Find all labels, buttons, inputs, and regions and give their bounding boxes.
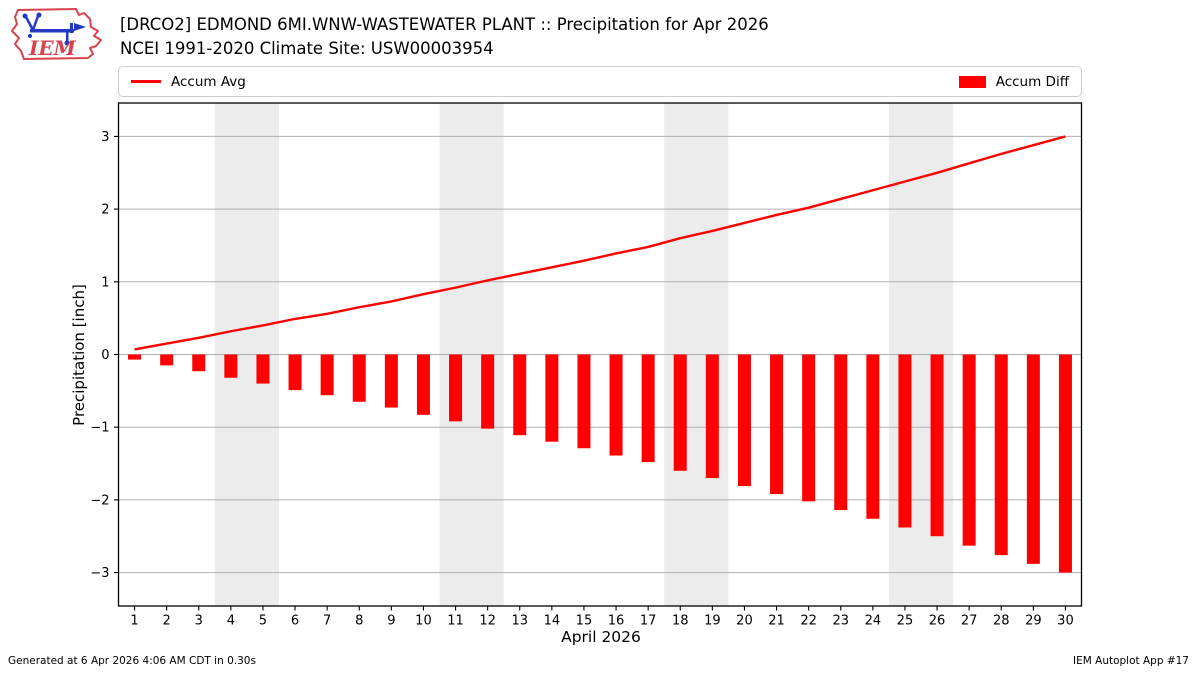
y-tick-label: −1 (90, 421, 109, 436)
x-tick-label: 19 (704, 614, 721, 629)
accum-diff-bar (256, 354, 270, 384)
x-tick-label: 14 (544, 614, 561, 629)
x-tick-label: 10 (415, 614, 432, 629)
x-tick-label: 4 (227, 614, 235, 629)
accum-diff-bar (481, 354, 495, 429)
page-title: [DRCO2] EDMOND 6MI.WNW-WASTEWATER PLANT … (120, 15, 769, 34)
x-tick-label: 24 (865, 614, 882, 629)
app-credit: IEM Autoplot App #17 (1073, 655, 1189, 667)
accum-diff-patch-swatch-icon (958, 75, 986, 88)
y-tick-label: 2 (101, 203, 109, 218)
accum-diff-bar (128, 354, 142, 360)
accum-diff-bar (737, 354, 751, 487)
accum-diff-bar (449, 354, 463, 422)
x-tick-label: 16 (608, 614, 625, 629)
accum-diff-bar (320, 354, 334, 396)
accum-diff-bar (609, 354, 623, 456)
y-tick-label: 0 (101, 348, 109, 363)
accum-diff-bar (224, 354, 238, 378)
accum-diff-bar (898, 354, 912, 528)
x-tick-label: 11 (447, 614, 464, 629)
generated-timestamp: Generated at 6 Apr 2026 4:06 AM CDT in 0… (8, 655, 256, 667)
iowa-outline-icon (11, 8, 102, 60)
accum-diff-bar (866, 354, 880, 519)
x-tick-label: 15 (576, 614, 593, 629)
legend-avg-label: Accum Avg (171, 73, 246, 90)
x-tick-label: 17 (640, 614, 657, 629)
y-tick-label: 1 (101, 275, 109, 290)
legend: Accum Avg Accum Diff (118, 66, 1082, 97)
x-tick-label: 6 (291, 614, 299, 629)
accum-diff-bar (994, 354, 1008, 556)
accum-diff-bar (962, 354, 976, 546)
accum-diff-bar (930, 354, 944, 537)
accum-diff-bar (577, 354, 591, 449)
accum-diff-bar (288, 354, 302, 391)
accum-diff-bar (802, 354, 816, 502)
accum-diff-bar (673, 354, 687, 471)
accum-diff-bar (1026, 354, 1040, 564)
y-axis-label: Precipitation [inch] (70, 284, 88, 426)
logo-text: IEM (28, 36, 77, 60)
accum-diff-bar (160, 354, 174, 366)
x-tick-label: 20 (736, 614, 753, 629)
accum-diff-bar (513, 354, 527, 436)
accum-avg-line (134, 135, 1066, 351)
x-tick-label: 12 (479, 614, 496, 629)
x-tick-label: 1 (130, 614, 138, 629)
weather-vane-icon (22, 12, 86, 46)
x-tick-label: 5 (259, 614, 267, 629)
x-tick-label: 18 (672, 614, 689, 629)
accum-diff-bar (834, 354, 848, 511)
accum-diff-bar (545, 354, 559, 442)
x-tick-label: 21 (768, 614, 785, 629)
legend-item-accum-diff: Accum Diff (958, 73, 1069, 90)
x-tick-label: 8 (355, 614, 363, 629)
x-tick-label: 27 (961, 614, 978, 629)
accum-diff-bar (384, 354, 398, 408)
x-tick-label: 26 (929, 614, 946, 629)
accum-diff-bar (192, 354, 206, 372)
x-tick-label: 9 (387, 614, 395, 629)
accum-diff-bar (770, 354, 784, 495)
y-tick-label: 3 (101, 130, 109, 145)
y-tick-label: −2 (90, 493, 109, 508)
legend-item-accum-avg: Accum Avg (131, 74, 246, 90)
x-tick-label: 22 (800, 614, 817, 629)
accum-diff-bar (641, 354, 655, 463)
accum-diff-bar (352, 354, 366, 402)
iem-logo: IEM (11, 8, 102, 60)
x-tick-label: 30 (1057, 614, 1074, 629)
x-tick-label: 2 (163, 614, 171, 629)
accum-avg-line-swatch-icon (131, 80, 161, 83)
x-tick-label: 25 (897, 614, 914, 629)
x-axis-label: April 2026 (561, 628, 641, 646)
x-tick-label: 3 (195, 614, 203, 629)
page-subtitle: NCEI 1991-2020 Climate Site: USW00003954 (120, 39, 494, 58)
x-tick-label: 28 (993, 614, 1010, 629)
accum-diff-bar (705, 354, 719, 479)
header: [DRCO2] EDMOND 6MI.WNW-WASTEWATER PLANT … (120, 13, 769, 61)
accum-diff-bar (1058, 354, 1072, 573)
x-tick-label: 29 (1025, 614, 1042, 629)
x-tick-label: 23 (832, 614, 849, 629)
x-tick-label: 7 (323, 614, 331, 629)
y-tick-label: −3 (90, 566, 109, 581)
x-tick-label: 13 (511, 614, 528, 629)
accum-diff-bar (416, 354, 430, 415)
legend-diff-label: Accum Diff (995, 73, 1069, 90)
